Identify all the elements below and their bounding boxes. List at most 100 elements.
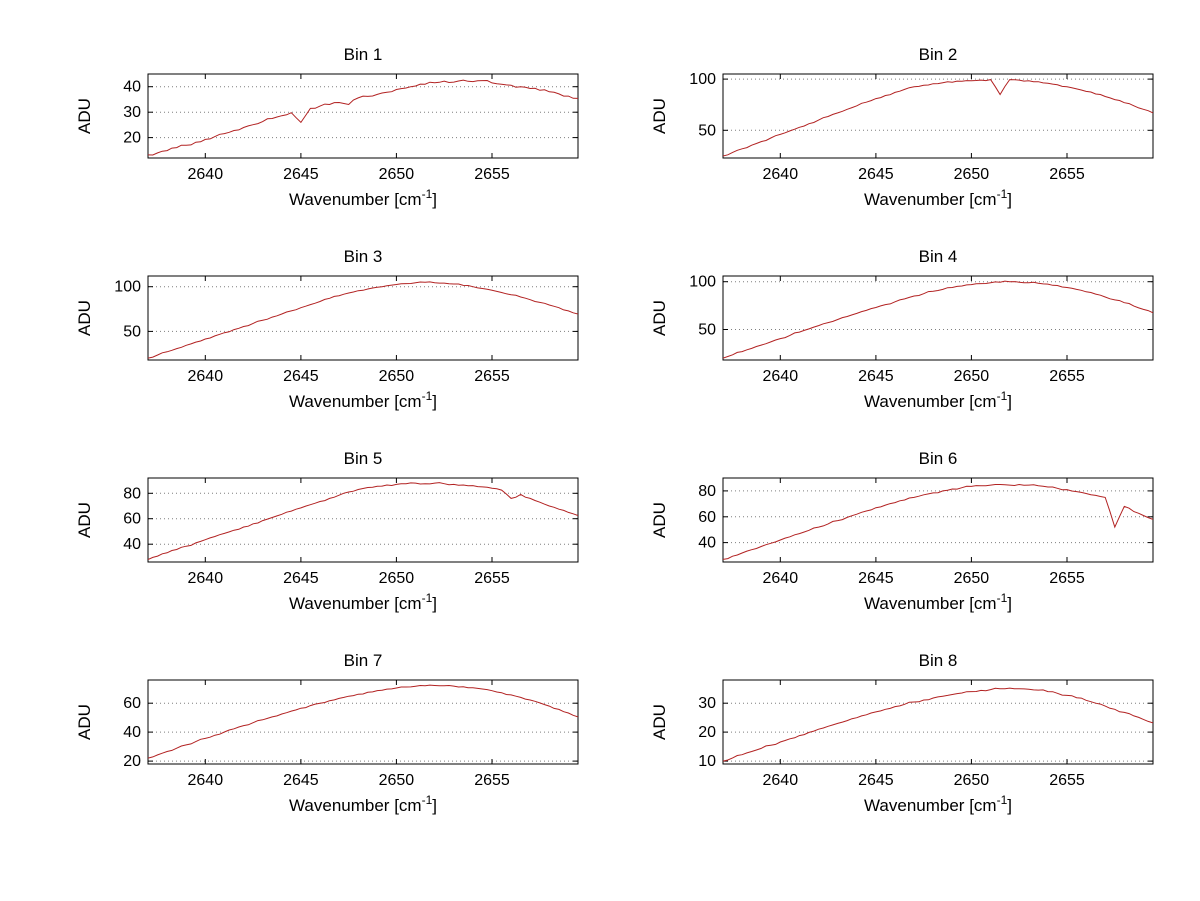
- y-tick-label: 10: [698, 753, 716, 770]
- plot-canvas: 2640 2645 2650 2655 50 100 Bin 3 ADU Wavenumber …: [75, 247, 579, 411]
- plot-title: Bin 2: [919, 45, 958, 64]
- x-tick-label: 2640: [188, 772, 224, 789]
- spectrum-line: [723, 687, 1153, 762]
- y-tick-label: 80: [123, 485, 141, 502]
- x-tick-label: 2640: [763, 166, 799, 183]
- axes-box: [147, 477, 579, 563]
- x-tick-label: 2650: [379, 772, 415, 789]
- x-axis-label: Wavenumber [cm-1]: [864, 187, 1012, 209]
- spectrum-line: [148, 482, 578, 560]
- plot-title: Bin 4: [919, 247, 958, 266]
- x-tick-label: 2655: [474, 166, 510, 183]
- subplot-bin-7: 2640 2645 2650 2655 20 40 60 Bin 7 ADU Wavenumber…: [36, 646, 611, 848]
- subplot-bin-6: 2640 2645 2650 2655 40 60 80 Bin 6 ADU Wavenumber…: [611, 444, 1186, 646]
- x-tick-label: 2650: [954, 166, 990, 183]
- x-tick-label: 2645: [283, 570, 319, 587]
- y-tick-label: 60: [698, 509, 716, 526]
- plot-canvas: 2640 2645 2650 2655 40 60 80 Bin 6 ADU Wavenumber…: [650, 449, 1154, 613]
- axes-box: [147, 275, 579, 361]
- x-axis-label: Wavenumber [cm-1]: [864, 793, 1012, 815]
- subplot-bin-4: 2640 2645 2650 2655 50 100 Bin 4 ADU Wavenumber …: [611, 242, 1186, 444]
- plot-canvas: 2640 2645 2650 2655 40 60 80 Bin 5 ADU Wavenumber…: [75, 449, 579, 613]
- plot-title: Bin 1: [344, 45, 383, 64]
- plot-canvas: 2640 2645 2650 2655 10 20 30 Bin 8 ADU Wavenumber…: [650, 651, 1154, 815]
- y-tick-label: 20: [123, 753, 141, 770]
- x-tick-label: 2645: [858, 772, 894, 789]
- x-tick-label: 2650: [954, 772, 990, 789]
- x-tick-label: 2640: [763, 368, 799, 385]
- y-tick-label: 30: [123, 104, 141, 121]
- x-tick-label: 2645: [283, 368, 319, 385]
- spectrum-line: [148, 684, 578, 759]
- y-axis-label: ADU: [650, 300, 669, 336]
- x-axis-label: Wavenumber [cm-1]: [289, 591, 437, 613]
- spectrum-line: [723, 79, 1153, 157]
- x-tick-label: 2645: [858, 570, 894, 587]
- y-tick-label: 40: [698, 535, 716, 552]
- axes-box: [147, 679, 579, 765]
- subplot-bin-2: 2640 2645 2650 2655 50 100 Bin 2 ADU Wavenumber …: [611, 40, 1186, 242]
- y-tick-label: 80: [698, 483, 716, 500]
- axes-box: [722, 73, 1154, 159]
- axes-box: [147, 73, 579, 159]
- x-tick-label: 2655: [1049, 570, 1085, 587]
- y-tick-label: 100: [689, 71, 716, 88]
- y-tick-label: 40: [123, 79, 141, 96]
- plot-title: Bin 8: [919, 651, 958, 670]
- x-tick-label: 2650: [379, 368, 415, 385]
- plot-title: Bin 5: [344, 449, 383, 468]
- x-tick-label: 2650: [379, 570, 415, 587]
- x-tick-label: 2645: [858, 166, 894, 183]
- y-tick-label: 100: [114, 279, 141, 296]
- y-axis-label: ADU: [650, 502, 669, 538]
- x-tick-label: 2655: [1049, 772, 1085, 789]
- subplot-bin-1: 2640 2645 2650 2655 20 30 40 Bin 1 ADU Wavenumber…: [36, 40, 611, 242]
- y-axis-label: ADU: [650, 98, 669, 134]
- x-tick-label: 2655: [1049, 368, 1085, 385]
- plot-title: Bin 7: [344, 651, 383, 670]
- x-axis-label: Wavenumber [cm-1]: [864, 389, 1012, 411]
- x-tick-label: 2640: [763, 772, 799, 789]
- y-tick-label: 60: [123, 511, 141, 528]
- plot-title: Bin 3: [344, 247, 383, 266]
- x-tick-label: 2645: [283, 772, 319, 789]
- y-axis-label: ADU: [75, 300, 94, 336]
- x-axis-label: Wavenumber [cm-1]: [864, 591, 1012, 613]
- axes-box: [722, 679, 1154, 765]
- x-tick-label: 2655: [474, 570, 510, 587]
- y-axis-label: ADU: [650, 704, 669, 740]
- spectrum-line: [723, 483, 1153, 560]
- x-tick-label: 2640: [763, 570, 799, 587]
- spectrum-line: [148, 79, 578, 156]
- y-tick-label: 20: [123, 130, 141, 147]
- subplot-bin-3: 2640 2645 2650 2655 50 100 Bin 3 ADU Wavenumber …: [36, 242, 611, 444]
- subplot-bin-5: 2640 2645 2650 2655 40 60 80 Bin 5 ADU Wavenumber…: [36, 444, 611, 646]
- axes-box: [722, 477, 1154, 563]
- x-tick-label: 2650: [379, 166, 415, 183]
- y-tick-label: 50: [698, 122, 716, 139]
- y-tick-label: 50: [123, 323, 141, 340]
- spectrum-line: [723, 280, 1153, 359]
- y-tick-label: 60: [123, 695, 141, 712]
- axes-box: [722, 275, 1154, 361]
- plot-canvas: 2640 2645 2650 2655 50 100 Bin 2 ADU Wavenumber …: [650, 45, 1154, 209]
- y-tick-label: 100: [689, 274, 716, 291]
- plot-title: Bin 6: [919, 449, 958, 468]
- y-axis-label: ADU: [75, 704, 94, 740]
- x-axis-label: Wavenumber [cm-1]: [289, 793, 437, 815]
- x-tick-label: 2655: [474, 368, 510, 385]
- x-tick-label: 2655: [474, 772, 510, 789]
- y-tick-label: 40: [123, 724, 141, 741]
- y-tick-label: 30: [698, 695, 716, 712]
- y-axis-label: ADU: [75, 98, 94, 134]
- x-axis-label: Wavenumber [cm-1]: [289, 187, 437, 209]
- x-tick-label: 2640: [188, 166, 224, 183]
- x-tick-label: 2640: [188, 570, 224, 587]
- x-tick-label: 2640: [188, 368, 224, 385]
- y-axis-label: ADU: [75, 502, 94, 538]
- plot-canvas: 2640 2645 2650 2655 20 40 60 Bin 7 ADU Wavenumber…: [75, 651, 579, 815]
- x-axis-label: Wavenumber [cm-1]: [289, 389, 437, 411]
- x-tick-label: 2650: [954, 368, 990, 385]
- x-tick-label: 2655: [1049, 166, 1085, 183]
- y-tick-label: 50: [698, 322, 716, 339]
